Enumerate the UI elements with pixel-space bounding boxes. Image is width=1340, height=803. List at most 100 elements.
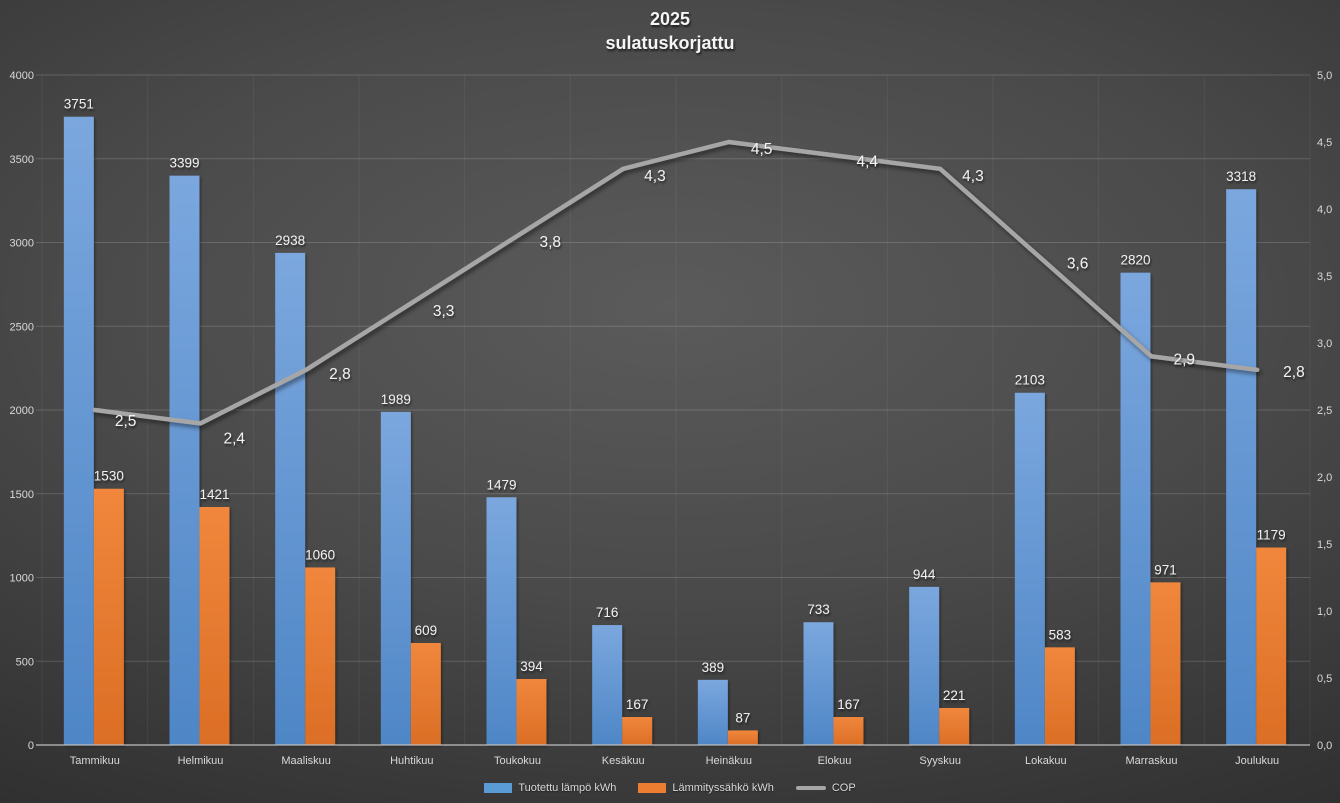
bar-heating-electricity: [516, 679, 547, 745]
right-axis-tick-label: 0,0: [1317, 740, 1332, 752]
bar-data-label: 167: [837, 697, 860, 712]
bar-produced-heat: [1226, 189, 1257, 746]
category-label: Heinäkuu: [706, 755, 752, 767]
right-axis-tick-label: 1,5: [1317, 539, 1332, 551]
left-axis-tick-label: 1500: [10, 489, 34, 501]
cop-data-label: 4,3: [962, 168, 984, 185]
bar-data-label: 944: [913, 567, 936, 582]
chart-title-subtitle: sulatuskorjattu: [605, 33, 735, 53]
bar-produced-heat: [380, 411, 411, 745]
right-axis-tick-label: 1,0: [1317, 606, 1332, 618]
cop-data-label: 2,8: [329, 366, 351, 383]
bar-produced-heat: [1014, 392, 1045, 745]
cop-data-label: 2,8: [1283, 364, 1305, 381]
category-label: Maaliskuu: [281, 755, 331, 767]
left-axis-tick-label: 1000: [10, 573, 34, 585]
bar-produced-heat: [803, 622, 834, 745]
bar-data-label: 87: [735, 710, 750, 725]
cop-data-label: 4,4: [857, 153, 879, 170]
bar-heating-electricity: [939, 707, 970, 745]
left-axis-tick-label: 3500: [10, 154, 34, 166]
legend-item-cop: COP: [795, 782, 856, 794]
bar-heating-electricity: [305, 567, 336, 745]
bar-produced-heat: [486, 497, 517, 745]
bar-data-label: 2820: [1120, 253, 1150, 268]
bar-data-label: 1060: [305, 547, 335, 562]
bar-heating-electricity: [199, 506, 230, 745]
cop-data-label: 2,5: [115, 413, 137, 430]
bar-data-label: 167: [626, 697, 649, 712]
cop-data-label: 2,9: [1174, 351, 1196, 368]
bar-produced-heat: [169, 175, 200, 746]
legend-item-produced-heat: Tuotettu lämpö kWh: [484, 782, 616, 794]
left-axis-tick-label: 2500: [10, 321, 34, 333]
left-axis-tick-label: 4000: [10, 70, 34, 82]
chart-title: 2025 sulatuskorjattu: [0, 7, 1340, 55]
category-label: Marraskuu: [1126, 755, 1178, 767]
category-label: Kesäkuu: [602, 755, 645, 767]
right-axis-tick-label: 2,0: [1317, 472, 1332, 484]
category-label: Helmikuu: [178, 755, 224, 767]
cop-data-label: 2,4: [224, 430, 246, 447]
legend-item-heating-electricity: Lämmityssähkö kWh: [638, 782, 774, 794]
bar-data-label: 3751: [64, 97, 94, 112]
left-axis-tick-label: 0: [28, 740, 34, 752]
bar-data-label: 394: [520, 659, 543, 674]
bar-data-label: 3399: [169, 156, 199, 171]
cop-data-label: 3,8: [540, 234, 562, 251]
legend-swatch-line-icon: [795, 786, 826, 790]
bar-heating-electricity: [1150, 582, 1181, 745]
right-axis-tick-label: 0,5: [1317, 673, 1332, 685]
category-label: Tammikuu: [70, 755, 120, 767]
bar-data-label: 1530: [94, 469, 124, 484]
right-axis-tick-label: 5,0: [1317, 70, 1332, 82]
left-axis-tick-label: 500: [16, 656, 34, 668]
bar-produced-heat: [697, 679, 728, 745]
bar-data-label: 389: [702, 660, 725, 675]
bar-heating-electricity: [1256, 547, 1287, 745]
bar-heating-electricity: [727, 730, 758, 745]
right-axis-tick-label: 3,5: [1317, 271, 1332, 283]
bar-heating-electricity: [833, 717, 864, 745]
category-label: Toukokuu: [494, 755, 541, 767]
bar-data-label: 609: [415, 623, 438, 638]
bar-heating-electricity: [1044, 647, 1075, 745]
bar-data-label: 1989: [381, 392, 411, 407]
bar-data-label: 716: [596, 605, 619, 620]
cop-line: [92, 139, 1260, 426]
right-axis-tick-label: 2,5: [1317, 405, 1332, 417]
legend-swatch-blue-bar-icon: [484, 783, 513, 793]
right-axis-tick-label: 4,0: [1317, 204, 1332, 216]
cop-data-label: 3,3: [433, 303, 455, 320]
bar-data-label: 3318: [1226, 169, 1256, 184]
bar-heating-electricity: [93, 488, 124, 745]
legend-label: Tuotettu lämpö kWh: [518, 782, 617, 794]
cop-data-label: 4,5: [751, 141, 773, 158]
bar-produced-heat: [909, 586, 940, 745]
legend-label: Lämmityssähkö kWh: [672, 782, 774, 794]
bar-produced-heat: [63, 116, 94, 745]
category-label: Lokakuu: [1025, 755, 1067, 767]
bar-data-label: 583: [1049, 627, 1072, 642]
bar-data-label: 221: [943, 688, 966, 703]
bar-data-label: 1479: [486, 477, 516, 492]
category-label: Joulukuu: [1235, 755, 1279, 767]
category-label: Huhtikuu: [390, 755, 433, 767]
bar-heating-electricity: [410, 642, 441, 745]
category-label: Syyskuu: [919, 755, 961, 767]
right-axis-tick-label: 4,5: [1317, 137, 1332, 149]
chart-legend: Tuotettu lämpö kWh Lämmityssähkö kWh COP: [0, 778, 1340, 798]
bar-produced-heat: [592, 625, 623, 745]
category-label: Elokuu: [818, 755, 852, 767]
bar-data-label: 1179: [1257, 528, 1286, 543]
left-axis-tick-label: 2000: [10, 405, 34, 417]
bar-data-label: 1421: [199, 487, 229, 502]
bar-data-label: 971: [1154, 562, 1177, 577]
bar-data-label: 2938: [275, 233, 305, 248]
legend-swatch-orange-bar-icon: [638, 783, 667, 793]
left-axis-tick-label: 3000: [10, 238, 34, 250]
chart-title-year: 2025: [649, 9, 691, 29]
bar-data-label: 2103: [1015, 373, 1045, 388]
cop-data-label: 4,3: [644, 168, 666, 185]
